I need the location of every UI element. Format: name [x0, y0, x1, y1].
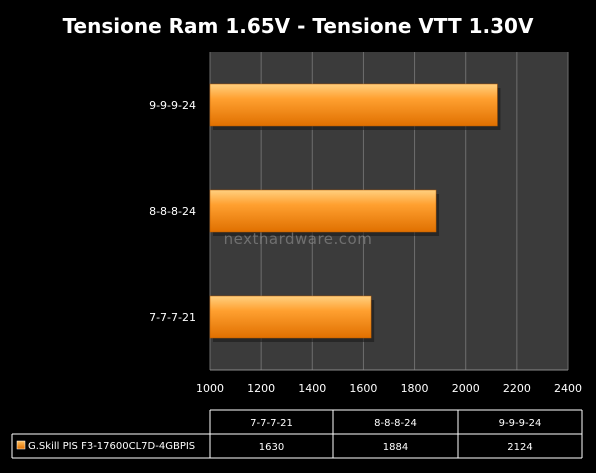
x-tick-labels: 1000 1200 1400 1600 1800 2000 2200 2400	[196, 382, 582, 395]
data-label: 1884	[383, 442, 408, 453]
bars	[209, 83, 501, 342]
x-tick-label: 1800	[401, 382, 429, 395]
bar	[209, 189, 437, 233]
watermark: nexthardware.com	[224, 230, 373, 248]
x-tick-label: 1400	[298, 382, 326, 395]
category-labels: 7-7-7-21 8-8-8-24 9-9-9-24	[149, 99, 196, 324]
category-label: 7-7-7-21	[149, 311, 196, 324]
data-label: 1630	[259, 442, 284, 453]
x-tick-label: 1200	[247, 382, 275, 395]
x-tick-label: 2200	[503, 382, 531, 395]
legend-label: G.Skill PIS F3-17600CL7D-4GBPIS	[28, 441, 195, 452]
table-header-cell: 7-7-7-21	[250, 418, 293, 429]
x-tick-label: 1000	[196, 382, 224, 395]
x-tick-label: 1600	[349, 382, 377, 395]
chart-title: Tensione Ram 1.65V - Tensione VTT 1.30V	[63, 14, 534, 38]
data-table: 7-7-7-21 1630 8-8-8-24 1884 9-9-9-24 2124 G.Sk…	[11, 409, 583, 459]
bar	[209, 83, 498, 127]
x-tick-label: 2000	[452, 382, 480, 395]
category-label: 9-9-9-24	[149, 99, 196, 112]
x-tick-label: 2400	[554, 382, 582, 395]
bar	[209, 295, 372, 339]
legend-swatch	[16, 440, 26, 450]
table-header-cell: 8-8-8-24	[374, 418, 417, 429]
table-header-cell: 9-9-9-24	[499, 418, 542, 429]
data-label: 2124	[507, 442, 532, 453]
category-label: 8-8-8-24	[149, 205, 196, 218]
